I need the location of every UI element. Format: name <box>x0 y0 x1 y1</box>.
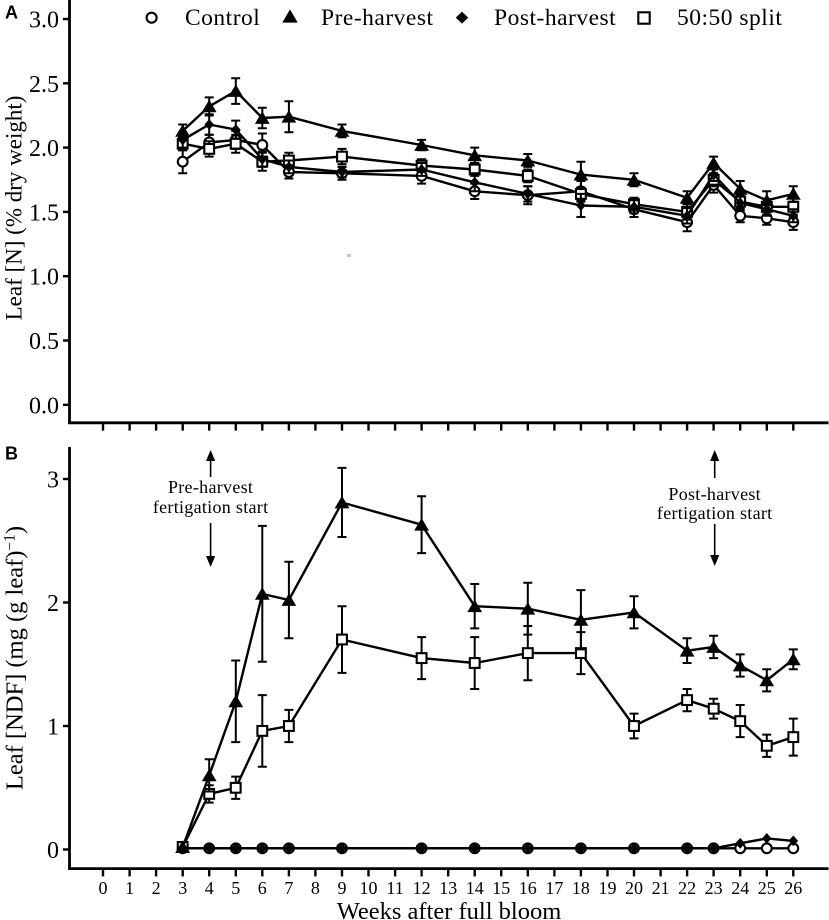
svg-text:Weeks after full bloom: Weeks after full bloom <box>337 898 562 920</box>
svg-text:3: 3 <box>47 468 59 494</box>
svg-text:18: 18 <box>572 878 590 898</box>
svg-text:2: 2 <box>152 878 161 898</box>
svg-text:11: 11 <box>386 878 403 898</box>
svg-text:24: 24 <box>731 878 749 898</box>
svg-text:Post-harvest: Post-harvest <box>494 5 616 31</box>
svg-text:1.0: 1.0 <box>29 265 59 291</box>
svg-text:Pre-harvest: Pre-harvest <box>321 5 434 31</box>
svg-text:12: 12 <box>413 878 431 898</box>
svg-text:10: 10 <box>360 878 378 898</box>
svg-text:A: A <box>5 3 18 23</box>
svg-text:17: 17 <box>545 878 563 898</box>
svg-text:1: 1 <box>47 715 59 741</box>
svg-text:Control: Control <box>185 5 260 31</box>
svg-text:2: 2 <box>47 591 59 617</box>
svg-text:4: 4 <box>205 878 214 898</box>
svg-text:14: 14 <box>466 878 484 898</box>
svg-text:8: 8 <box>311 878 320 898</box>
svg-text:0: 0 <box>99 878 108 898</box>
svg-text:15: 15 <box>492 878 510 898</box>
svg-text:13: 13 <box>439 878 457 898</box>
svg-text:22: 22 <box>678 878 696 898</box>
svg-text:2.5: 2.5 <box>29 72 59 98</box>
svg-text:1: 1 <box>125 878 134 898</box>
svg-text:6: 6 <box>258 878 267 898</box>
svg-text:20: 20 <box>625 878 643 898</box>
svg-text:3.0: 3.0 <box>29 8 59 34</box>
svg-text:7: 7 <box>284 878 293 898</box>
svg-text:B: B <box>5 444 18 464</box>
svg-text:2.0: 2.0 <box>29 136 59 162</box>
svg-text:Pre-harvest: Pre-harvest <box>168 477 253 497</box>
svg-text:0.0: 0.0 <box>29 393 59 419</box>
svg-text:25: 25 <box>758 878 776 898</box>
svg-text:0.5: 0.5 <box>29 329 59 355</box>
svg-text:21: 21 <box>652 878 670 898</box>
svg-text:9: 9 <box>338 878 347 898</box>
svg-text:fertigation start: fertigation start <box>657 503 773 523</box>
svg-text:fertigation start: fertigation start <box>153 497 269 517</box>
svg-text:23: 23 <box>705 878 723 898</box>
svg-text:19: 19 <box>599 878 617 898</box>
svg-text:0: 0 <box>47 838 59 864</box>
svg-text:Leaf [N] (% dry weight): Leaf [N] (% dry weight) <box>2 96 27 321</box>
svg-text:50:50 split: 50:50 split <box>677 5 782 31</box>
svg-text:3: 3 <box>178 878 187 898</box>
svg-text:Leaf [NDF] (mg (g leaf)−1): Leaf [NDF] (mg (g leaf)−1) <box>2 526 29 790</box>
svg-text:26: 26 <box>784 878 802 898</box>
svg-text:Post-harvest: Post-harvest <box>668 484 761 504</box>
svg-text:16: 16 <box>519 878 537 898</box>
svg-text:1.5: 1.5 <box>29 200 59 226</box>
svg-text:5: 5 <box>231 878 240 898</box>
